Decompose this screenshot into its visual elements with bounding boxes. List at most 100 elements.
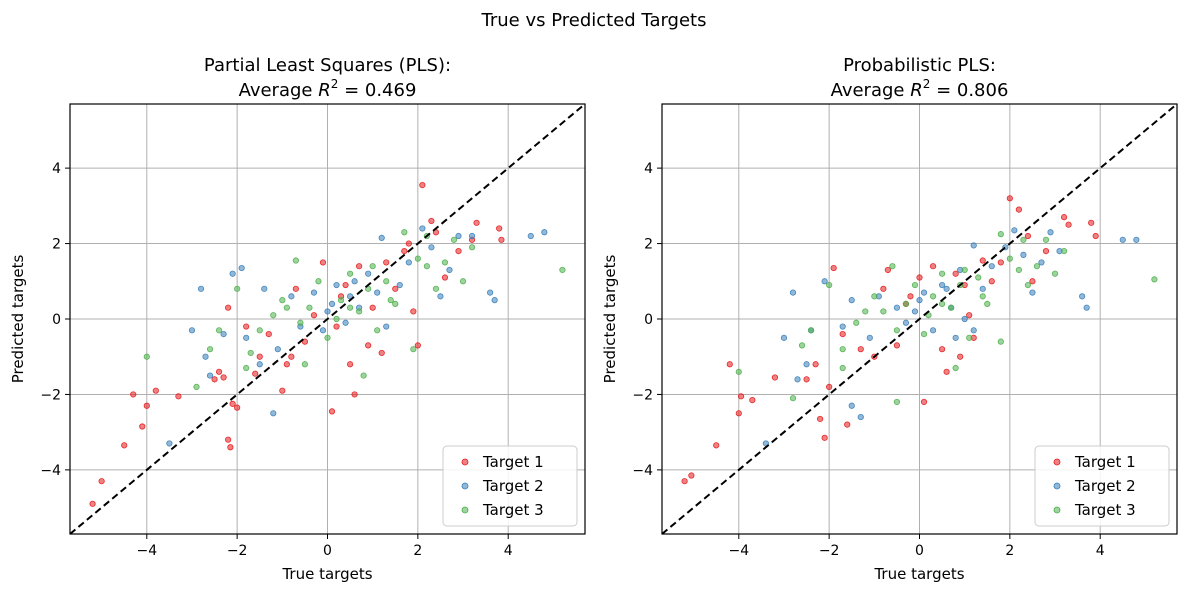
point-target-1 <box>220 374 227 381</box>
identity-reference-line <box>662 104 1177 534</box>
point-target-3 <box>301 361 309 368</box>
point-target-2 <box>270 410 277 417</box>
point-target-3 <box>1033 263 1041 270</box>
point-target-1 <box>410 308 417 315</box>
point-target-2 <box>1020 251 1027 258</box>
point-target-1 <box>234 404 241 411</box>
point-target-2 <box>970 242 977 249</box>
point-target-2 <box>541 229 548 236</box>
point-target-3 <box>961 266 968 274</box>
point-target-1 <box>817 415 824 423</box>
point-target-2 <box>961 315 968 323</box>
point-target-1 <box>821 434 828 441</box>
point-target-1 <box>812 361 819 368</box>
point-target-1 <box>333 323 340 330</box>
title-r-symbol: R <box>318 80 331 101</box>
point-target-1 <box>496 225 503 232</box>
point-target-1 <box>938 346 946 353</box>
point-target-2 <box>803 361 810 368</box>
y-tick-label: −2 <box>632 387 653 403</box>
point-target-1 <box>473 219 480 226</box>
point-target-1 <box>378 349 385 357</box>
point-target-2 <box>848 297 855 304</box>
legend-label-target-1: Target 1 <box>482 453 544 471</box>
point-target-3 <box>459 278 467 285</box>
point-target-1 <box>1088 219 1095 226</box>
point-target-2 <box>491 297 498 304</box>
y-tick-label: −4 <box>632 463 653 479</box>
point-target-2 <box>943 285 950 292</box>
point-target-1 <box>405 240 412 247</box>
point-target-1 <box>957 353 964 360</box>
point-target-3 <box>889 263 896 270</box>
point-target-3 <box>952 364 959 372</box>
point-target-1 <box>441 274 449 281</box>
point-target-2 <box>288 293 295 300</box>
point-target-2 <box>319 327 327 334</box>
point-target-1 <box>414 342 421 349</box>
point-target-3 <box>1042 236 1050 243</box>
point-target-1 <box>292 285 299 292</box>
point-target-2 <box>396 281 403 289</box>
point-target-1 <box>265 330 272 338</box>
point-target-3 <box>1151 276 1158 283</box>
y-axis-label: Predicted targets <box>9 255 27 384</box>
legend-label-target-2: Target 2 <box>482 477 544 495</box>
title-superscript: 2 <box>923 77 931 91</box>
point-target-2 <box>821 278 828 285</box>
point-target-2 <box>916 297 923 304</box>
point-target-2 <box>911 308 919 315</box>
point-target-2 <box>866 334 873 341</box>
point-target-3 <box>441 259 449 266</box>
point-target-1 <box>735 410 742 417</box>
point-target-3 <box>410 346 417 353</box>
point-target-1 <box>342 281 349 289</box>
point-target-3 <box>256 327 263 334</box>
legend-marker-target-2 <box>461 482 469 490</box>
point-target-2 <box>487 289 494 296</box>
point-target-3 <box>997 231 1004 238</box>
point-target-3 <box>559 266 566 274</box>
point-target-2 <box>929 327 937 334</box>
point-target-3 <box>234 285 241 292</box>
x-tick-label: −2 <box>227 543 248 559</box>
point-target-3 <box>292 257 299 264</box>
point-target-3 <box>374 327 381 334</box>
point-target-1 <box>143 402 150 409</box>
point-target-1 <box>952 270 959 277</box>
point-target-3 <box>392 300 399 308</box>
x-tick-label: 4 <box>1096 543 1105 559</box>
point-target-1 <box>1006 195 1013 202</box>
legend-marker-target-1 <box>1053 458 1061 466</box>
point-target-1 <box>857 346 864 353</box>
point-target-2 <box>938 281 946 289</box>
point-target-3 <box>297 319 304 326</box>
point-target-1 <box>455 248 462 255</box>
point-target-3 <box>893 327 901 334</box>
y-tick-label: 4 <box>644 161 653 177</box>
point-target-1 <box>830 264 837 272</box>
point-target-1 <box>907 293 914 300</box>
title-r-symbol: R <box>910 80 923 101</box>
points-layer <box>89 181 566 507</box>
scatter-panel-2: Probabilistic PLS:Average R2 = 0.806−4 −2… <box>601 55 1178 583</box>
point-target-1 <box>681 478 688 485</box>
point-target-1 <box>803 376 810 383</box>
point-target-3 <box>450 236 458 243</box>
point-target-3 <box>369 263 376 270</box>
point-target-3 <box>279 297 286 304</box>
x-tick-label: 0 <box>915 543 924 559</box>
point-target-3 <box>798 342 806 349</box>
point-target-1 <box>844 421 851 428</box>
point-target-1 <box>966 312 973 319</box>
point-target-2 <box>1011 227 1018 234</box>
point-target-2 <box>780 334 788 341</box>
point-target-2 <box>1079 293 1086 300</box>
point-target-1 <box>920 398 928 406</box>
point-target-1 <box>256 353 263 360</box>
point-target-2 <box>324 308 331 315</box>
point-target-1 <box>1042 248 1050 255</box>
legend-box <box>442 445 578 527</box>
point-target-2 <box>328 300 336 308</box>
